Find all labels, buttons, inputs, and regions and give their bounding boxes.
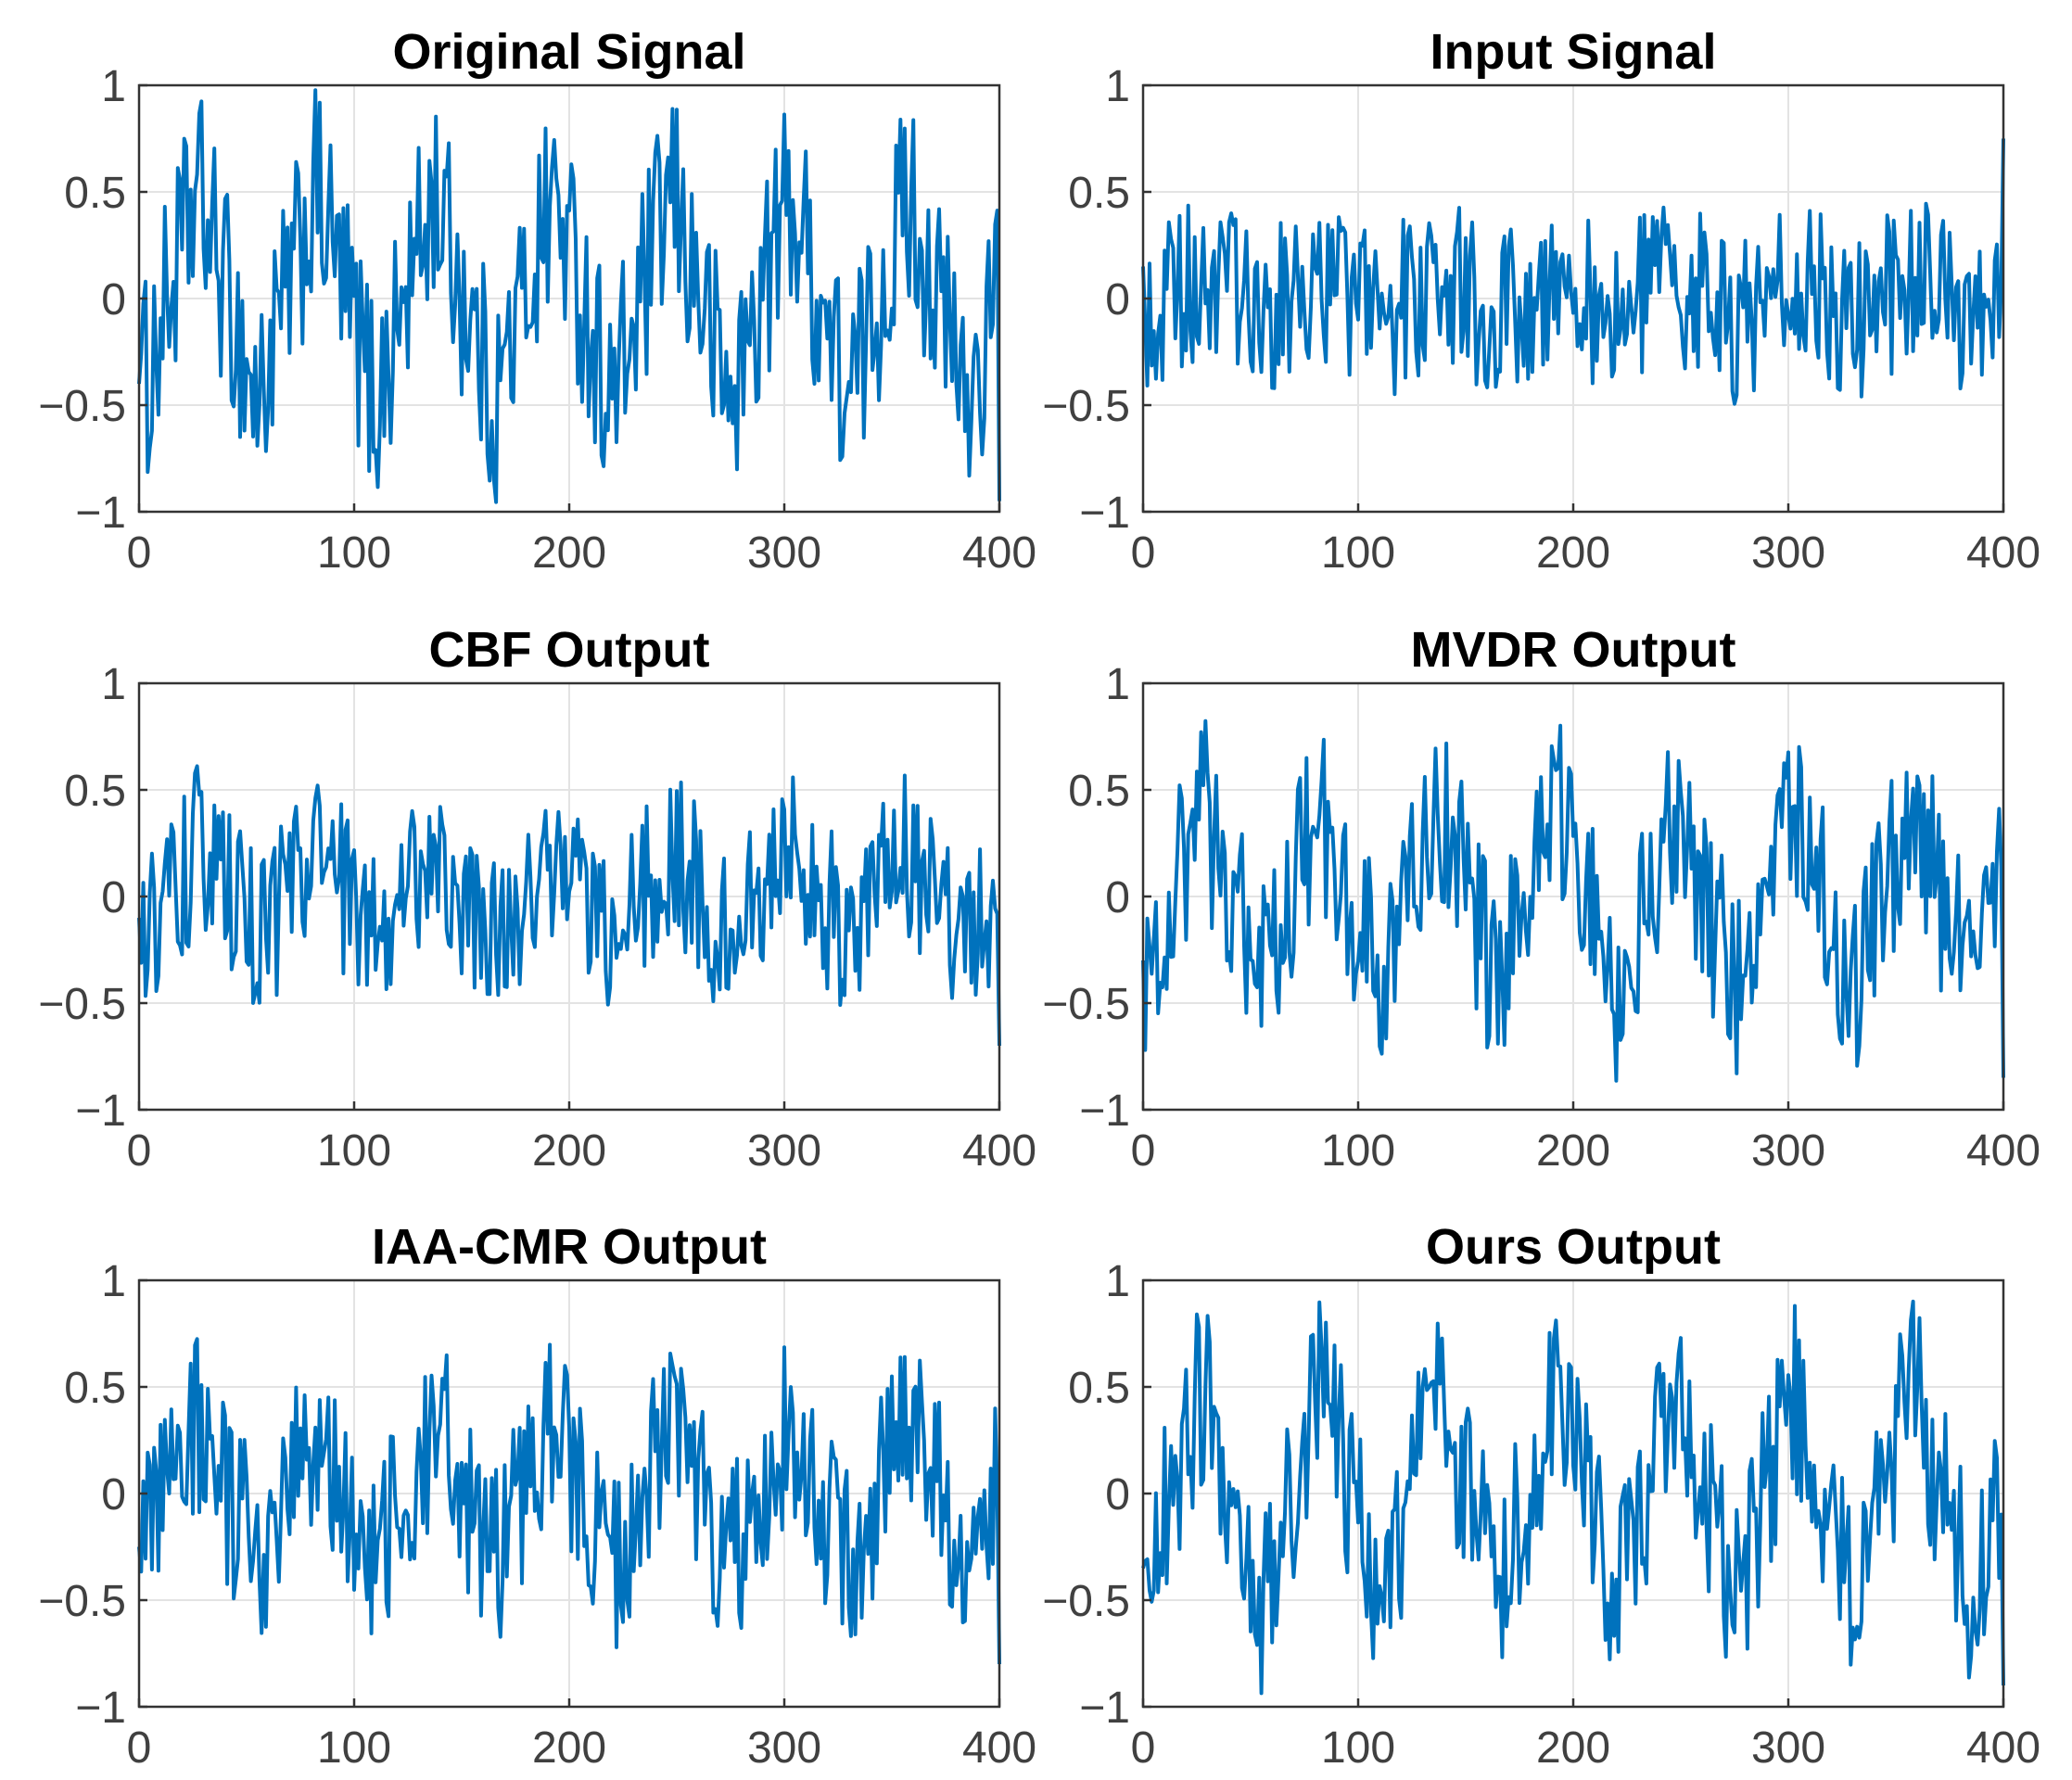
y-tick-label: 0.5 (1068, 767, 1130, 816)
x-tick-label: 400 (1966, 1723, 2040, 1773)
series-line (1141, 138, 2005, 406)
x-tick-label: 300 (747, 1126, 821, 1176)
x-tick-label: 200 (1536, 1723, 1610, 1773)
subplot-mvdr-output: 0 100 200 300 400 1 0.5 0 −0.5 −1 MVDR Output (1042, 622, 2040, 1176)
x-tick-label: 400 (962, 1723, 1036, 1773)
subplot-iaa-cmr-output: 0 100 200 300 400 1 0.5 0 −0.5 −1 IAA-CMR Output (38, 1219, 1036, 1773)
y-tick-label: 0.5 (64, 767, 126, 816)
x-tick-label: 0 (1131, 1126, 1156, 1176)
x-tick-label: 100 (1321, 1126, 1395, 1176)
y-tick-label: 0 (1105, 275, 1130, 324)
y-tick-label: −0.5 (38, 980, 126, 1029)
subplot-title: IAA-CMR Output (372, 1219, 767, 1275)
y-tick-label: −1 (1079, 1087, 1130, 1136)
y-tick-label: 1 (1105, 62, 1130, 111)
x-tick-label: 0 (127, 1723, 152, 1773)
y-tick-label: −0.5 (38, 382, 126, 431)
subplot-title: Ours Output (1426, 1219, 1721, 1275)
series-line (1141, 1299, 2005, 1696)
x-tick-label: 300 (1751, 528, 1825, 578)
x-tick-label: 100 (317, 1723, 391, 1773)
y-tick-label: 0 (101, 1470, 126, 1519)
subplot-original-signal: 0 100 200 300 400 1 0.5 0 −0.5 −1 Original Signal (38, 24, 1036, 578)
y-tick-label: 1 (1105, 1257, 1130, 1306)
x-tick-label: 200 (1536, 528, 1610, 578)
y-tick-label: −1 (75, 489, 126, 538)
y-tick-label: −0.5 (1042, 980, 1130, 1029)
y-tick-label: 1 (101, 1257, 126, 1306)
x-tick-label: 200 (532, 1723, 606, 1773)
x-tick-label: 400 (962, 1126, 1036, 1176)
x-tick-label: 300 (747, 1723, 821, 1773)
subplot-title: MVDR Output (1411, 622, 1736, 678)
series-line (137, 1337, 1001, 1665)
series-line (137, 88, 1001, 504)
y-tick-label: 0.5 (64, 169, 126, 218)
y-tick-label: −1 (75, 1087, 126, 1136)
subplot-title: Original Signal (392, 24, 745, 80)
y-tick-label: −0.5 (1042, 1577, 1130, 1626)
y-tick-label: 0 (1105, 1470, 1130, 1519)
x-tick-label: 0 (1131, 1723, 1156, 1773)
x-tick-label: 100 (1321, 528, 1395, 578)
x-tick-label: 300 (1751, 1723, 1825, 1773)
series-line (137, 764, 1001, 1047)
x-tick-label: 300 (747, 528, 821, 578)
x-tick-label: 200 (532, 1126, 606, 1176)
x-tick-label: 100 (1321, 1723, 1395, 1773)
x-tick-label: 200 (1536, 1126, 1610, 1176)
y-tick-label: −1 (75, 1684, 126, 1733)
subplot-title: Input Signal (1430, 24, 1717, 80)
x-tick-label: 0 (1131, 528, 1156, 578)
y-tick-label: 1 (1105, 660, 1130, 709)
x-tick-label: 400 (962, 528, 1036, 578)
y-tick-label: 0 (1105, 873, 1130, 922)
series-line (1141, 718, 2005, 1083)
y-tick-label: 0 (101, 873, 126, 922)
y-tick-label: −1 (1079, 1684, 1130, 1733)
x-tick-label: 0 (127, 1126, 152, 1176)
x-tick-label: 100 (317, 528, 391, 578)
x-tick-label: 400 (1966, 528, 2040, 578)
y-tick-label: 0.5 (64, 1364, 126, 1413)
subplot-ours-output: 0 100 200 300 400 1 0.5 0 −0.5 −1 Ours Output (1042, 1219, 2040, 1773)
subplot-title: CBF Output (429, 622, 710, 678)
y-tick-label: 0.5 (1068, 169, 1130, 218)
y-tick-label: 1 (101, 62, 126, 111)
y-tick-label: 0 (101, 275, 126, 324)
subplot-cbf-output: 0 100 200 300 400 1 0.5 0 −0.5 −1 CBF Output (38, 622, 1036, 1176)
x-tick-label: 300 (1751, 1126, 1825, 1176)
y-tick-label: 1 (101, 660, 126, 709)
subplot-input-signal: 0 100 200 300 400 1 0.5 0 −0.5 −1 Input Signal (1042, 24, 2040, 578)
y-tick-label: −1 (1079, 489, 1130, 538)
x-tick-label: 400 (1966, 1126, 2040, 1176)
x-tick-label: 100 (317, 1126, 391, 1176)
y-tick-label: −0.5 (1042, 382, 1130, 431)
x-tick-label: 200 (532, 528, 606, 578)
x-tick-label: 0 (127, 528, 152, 578)
y-tick-label: −0.5 (38, 1577, 126, 1626)
y-tick-label: 0.5 (1068, 1364, 1130, 1413)
